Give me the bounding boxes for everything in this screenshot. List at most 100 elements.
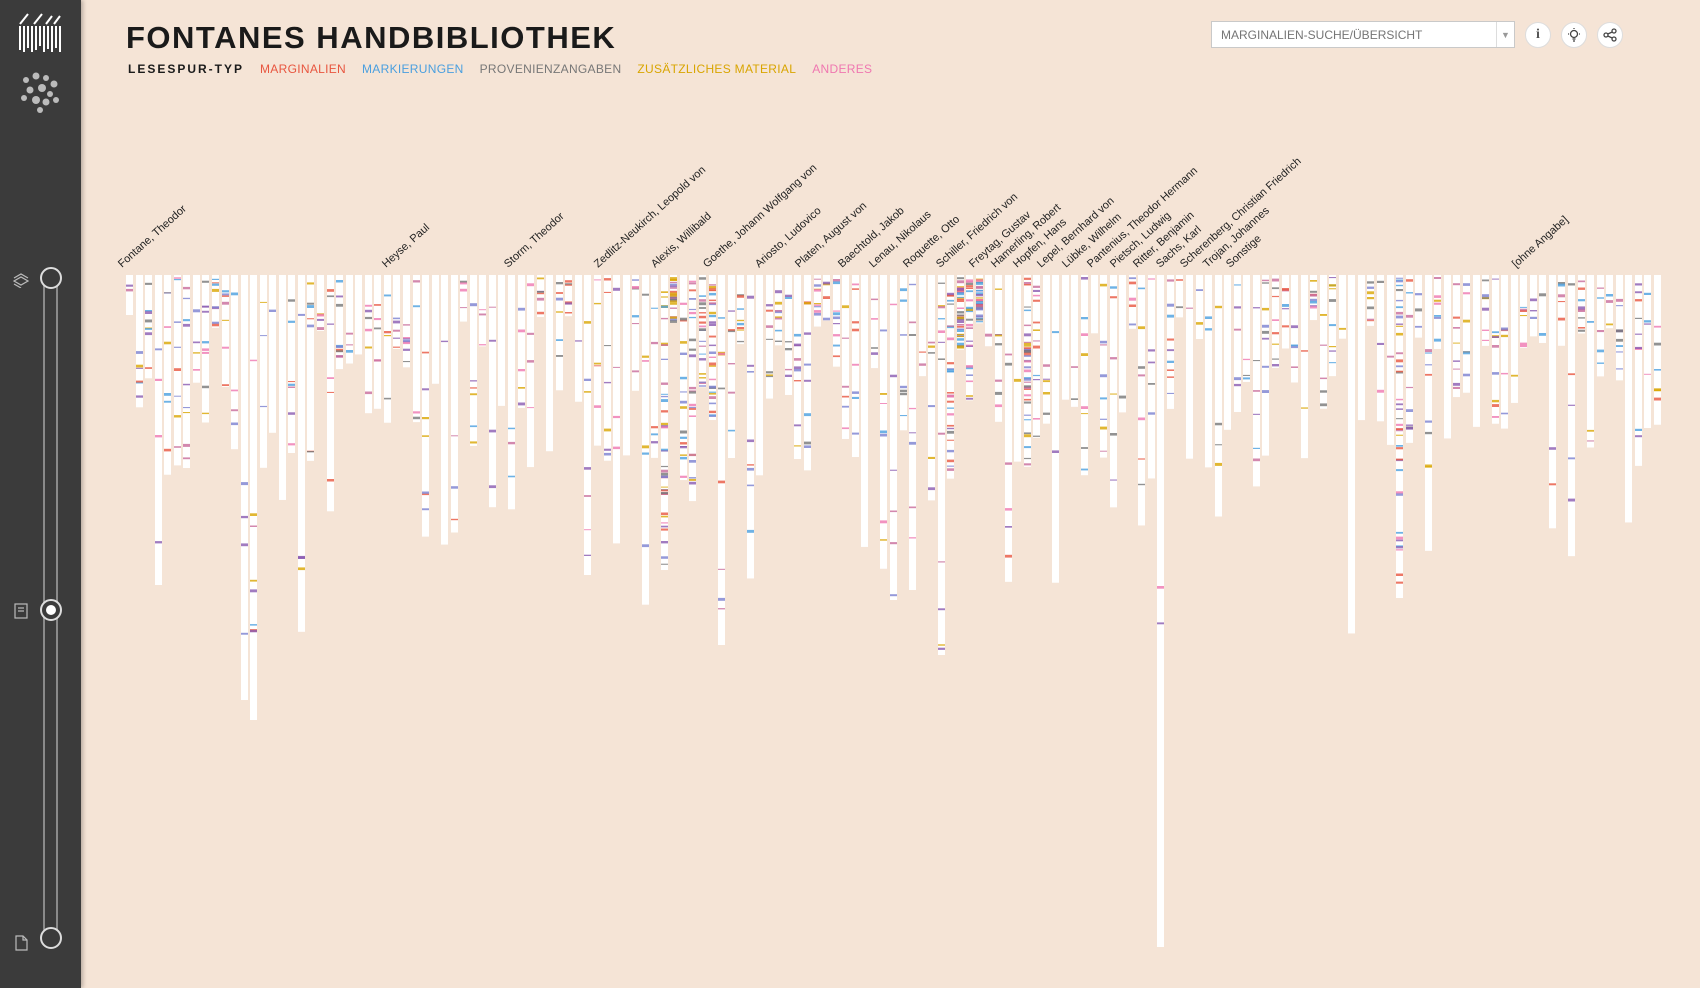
book-bar[interactable] [1453,275,1460,398]
legend-item-marginalien[interactable]: MARGINALIEN [260,62,346,76]
book-bar[interactable] [852,275,859,458]
book-bar[interactable] [1473,275,1480,427]
book-bar[interactable] [1205,275,1212,468]
book-bar[interactable] [518,275,525,408]
book-bar[interactable] [565,275,572,317]
book-bar[interactable] [126,275,133,316]
book-bar[interactable] [1320,275,1327,409]
book-bar[interactable] [193,275,200,383]
book-bar[interactable] [747,275,754,579]
book-bar[interactable] [1492,275,1499,424]
book-bar[interactable] [890,275,897,600]
book-bar[interactable] [651,275,658,458]
book-bar[interactable] [995,275,1002,422]
book-bar[interactable] [298,275,305,632]
book-bar[interactable] [1291,275,1298,383]
book-bar[interactable] [1052,275,1059,583]
book-bar[interactable] [756,275,763,476]
book-bar[interactable] [966,275,973,401]
book-bar[interactable] [699,275,706,388]
book-bar[interactable] [1091,275,1098,334]
book-bar[interactable] [1310,275,1317,321]
book-bar[interactable] [269,275,276,433]
book-bar[interactable] [661,275,668,570]
book-bar[interactable] [1358,275,1365,421]
book-bar[interactable] [604,275,611,461]
book-bar[interactable] [1119,275,1126,413]
book-bar[interactable] [1578,275,1585,334]
book-bar[interactable] [1568,275,1575,557]
book-bar[interactable] [451,275,458,533]
book-bar[interactable] [527,275,534,468]
book-bar[interactable] [1530,275,1537,337]
search-input[interactable] [1212,22,1496,47]
book-bar[interactable] [365,275,372,414]
author-label[interactable]: [ohne Angabe] [1510,214,1571,270]
info-button[interactable]: i [1525,22,1551,48]
book-bar[interactable] [1262,275,1269,456]
book-bar[interactable] [842,275,849,439]
book-bar[interactable] [709,275,716,421]
book-bar[interactable] [880,275,887,569]
book-bar[interactable] [1129,275,1136,329]
book-bar[interactable] [460,275,467,322]
book-bar[interactable] [728,275,735,458]
book-bar[interactable] [1167,275,1174,409]
book-bar[interactable] [1253,275,1260,487]
book-bar[interactable] [164,275,171,475]
author-label[interactable]: Heyse, Paul [380,222,432,271]
book-bar[interactable] [222,275,229,387]
book-bar[interactable] [1434,275,1441,349]
share-button[interactable] [1597,22,1623,48]
book-bar[interactable] [556,275,563,391]
book-bar[interactable] [317,275,324,331]
book-bar[interactable] [384,275,391,423]
book-bar[interactable] [1215,275,1222,517]
book-bar[interactable] [718,275,725,645]
book-bar[interactable] [1635,275,1642,466]
book-bar[interactable] [938,275,945,655]
book-bar[interactable] [1367,275,1374,326]
book-bar[interactable] [279,275,286,500]
book-bar[interactable] [861,275,868,547]
book-bar[interactable] [1549,275,1556,529]
book-bar[interactable] [632,275,639,391]
book-bar[interactable] [919,275,926,377]
legend-item-provenienzangaben[interactable]: PROVENIENZANGABEN [479,62,622,76]
book-bar[interactable] [1511,275,1518,403]
author-label[interactable]: Zedlitz-Neukirch, Leopold von [592,164,708,270]
book-bar[interactable] [985,275,992,347]
book-bar[interactable] [212,275,219,328]
book-bar[interactable] [1272,275,1279,368]
book-bar[interactable] [136,275,143,408]
book-bar[interactable] [1282,275,1289,349]
book-bar[interactable] [1100,275,1107,458]
book-bar[interactable] [346,275,353,364]
book-bar[interactable] [441,275,448,545]
book-bar[interactable] [413,275,420,423]
book-bar[interactable] [804,275,811,471]
book-bar[interactable] [537,275,544,317]
book-bar[interactable] [785,275,792,395]
book-bar[interactable] [250,275,257,720]
book-bar[interactable] [947,275,954,479]
book-bar[interactable] [1033,275,1040,438]
book-bar[interactable] [1644,275,1651,428]
book-bar[interactable] [307,275,314,461]
book-bar[interactable] [1043,275,1050,424]
author-label[interactable]: Storm, Theodor [502,210,567,270]
book-bar[interactable] [1157,275,1164,947]
book-bar[interactable] [1243,275,1250,382]
book-bar[interactable] [183,275,190,469]
book-bar[interactable] [871,275,878,369]
book-bar[interactable] [241,275,248,700]
book-bar[interactable] [1625,275,1632,523]
book-bar[interactable] [1339,275,1346,339]
book-bar[interactable] [928,275,935,501]
chevron-down-icon[interactable]: ▼ [1496,22,1514,47]
book-bar[interactable] [145,275,152,379]
book-bar[interactable] [1081,275,1088,476]
book-bar[interactable] [327,275,334,512]
book-bar[interactable] [546,275,553,452]
legend-item-zusaetzliches-material[interactable]: ZUSÄTZLICHES MATERIAL [637,62,797,76]
